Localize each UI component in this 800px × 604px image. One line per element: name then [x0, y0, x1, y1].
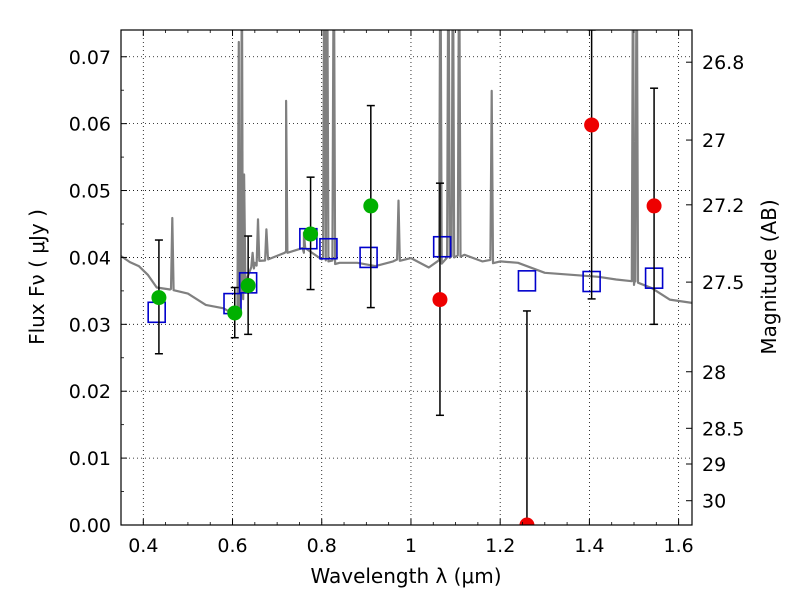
- mag-tick-label: 30: [702, 491, 726, 513]
- mag-tick-label: 28.5: [702, 418, 744, 440]
- photometry-point: [240, 278, 256, 294]
- photometry-point: [584, 117, 600, 133]
- y-tick-label: 0.05: [69, 181, 111, 203]
- y-tick-label: 0.04: [69, 247, 111, 269]
- photometry-point: [151, 290, 167, 306]
- y-tick-label: 0.06: [69, 114, 111, 136]
- photometry-point: [646, 198, 662, 214]
- photometry-point: [227, 305, 243, 321]
- y-tick-label: 0.01: [69, 448, 111, 470]
- mag-tick-label: 27.5: [702, 272, 744, 294]
- photometry-point: [519, 517, 535, 525]
- y-tick-label: 0.07: [69, 47, 111, 69]
- model-square-marker: [517, 270, 537, 292]
- y-tick-label: 0.03: [69, 314, 111, 336]
- x-tick-label: 1: [405, 535, 417, 557]
- mag-tick-label: 28: [702, 362, 726, 384]
- x-tick-label: 0.6: [217, 535, 247, 557]
- model-square-marker: [147, 301, 166, 324]
- y2-axis-label: Magnitude (AB): [757, 199, 781, 354]
- plot-area: [121, 30, 692, 525]
- y-tick-label: 0.00: [69, 515, 111, 537]
- model-square-marker: [432, 235, 452, 258]
- y-tick-label: 0.02: [69, 381, 111, 403]
- x-axis-label: Wavelength λ (μm): [310, 564, 501, 588]
- photometry-point: [303, 226, 319, 242]
- photometry-point: [432, 292, 448, 308]
- ticks: 0.4 0.6 0.8 1 1.2 1.4 1.6 0.00 0.01 0.02 0.03 0.04 0…: [69, 30, 744, 557]
- axes-frame: [120, 29, 693, 526]
- photometry-point: [363, 198, 379, 214]
- x-tick-label: 1.6: [664, 535, 694, 557]
- grid: [121, 30, 692, 525]
- x-tick-label: 0.4: [128, 535, 158, 557]
- x-tick-label: 1.4: [574, 535, 604, 557]
- mag-tick-label: 27.2: [702, 195, 744, 217]
- mag-tick-label: 27: [702, 130, 726, 152]
- y-axis-label: Flux Fν ( μJy ): [25, 209, 49, 345]
- x-tick-label: 0.8: [307, 535, 337, 557]
- model-square-marker: [359, 246, 378, 269]
- x-tick-label: 1.2: [485, 535, 515, 557]
- spectrum-line: [121, 30, 692, 316]
- mag-tick-label: 29: [702, 454, 726, 476]
- mag-tick-label: 26.8: [702, 52, 744, 74]
- model-square-marker: [319, 237, 338, 260]
